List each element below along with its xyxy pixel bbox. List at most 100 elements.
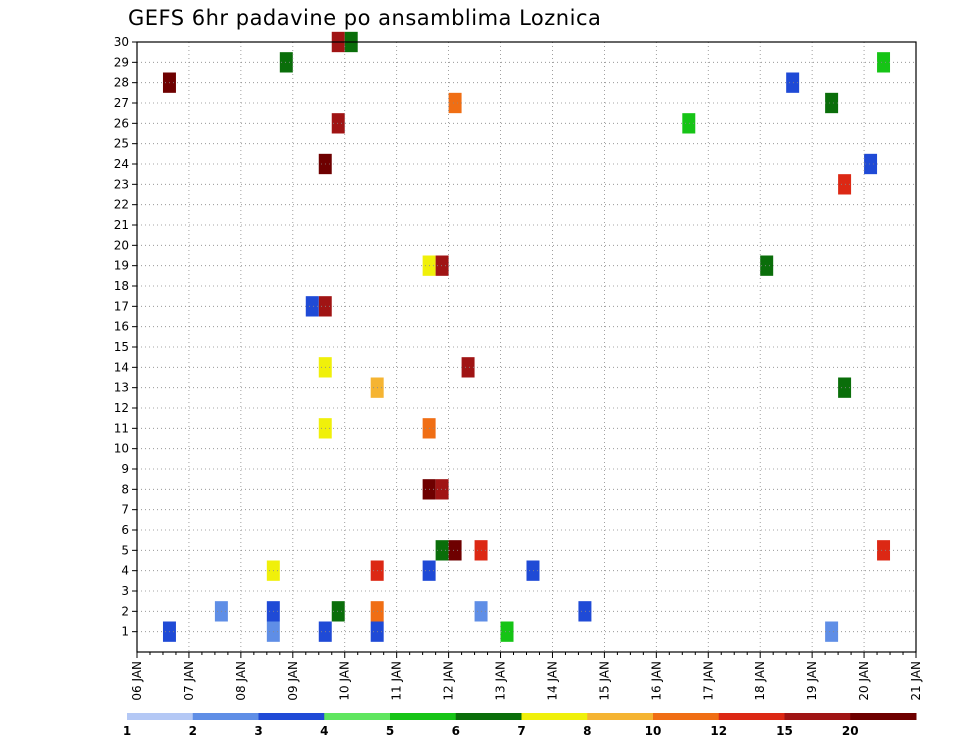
precip-cell (331, 113, 345, 134)
colorbar-label: 20 (842, 724, 859, 738)
x-tick-label: 10 JAN (338, 661, 352, 701)
y-tick-label: 25 (114, 137, 129, 151)
colorbar-label: 5 (386, 724, 394, 738)
colorbar-label: 2 (189, 724, 197, 738)
y-tick-label: 5 (121, 543, 129, 557)
x-tick-label: 17 JAN (701, 661, 715, 701)
precip-cell (877, 52, 891, 73)
colorbar-swatch (324, 713, 391, 720)
precip-cell (825, 92, 839, 114)
colorbar-label: 3 (254, 724, 262, 738)
precip-cell (877, 540, 891, 561)
x-tick-label: 21 JAN (909, 661, 923, 701)
colorbar-swatch (718, 713, 785, 720)
precip-cell (435, 540, 449, 561)
colorbar-label: 10 (645, 724, 662, 738)
x-tick-label: 11 JAN (390, 661, 404, 701)
x-tick-label: 18 JAN (753, 661, 767, 701)
y-tick-label: 21 (114, 218, 129, 232)
y-tick-label: 20 (114, 238, 129, 252)
precip-cell (500, 621, 514, 642)
precip-cell (448, 540, 462, 561)
x-tick-label: 08 JAN (234, 661, 248, 701)
y-tick-label: 27 (114, 96, 129, 110)
precip-cell (838, 174, 852, 195)
colorbar-swatch (455, 713, 522, 720)
colorbar-label: 12 (710, 724, 727, 738)
colorbar-label: 4 (320, 724, 328, 738)
heatmap-cells (162, 31, 891, 642)
y-tick-label: 8 (121, 482, 129, 496)
colorbar-swatch (850, 713, 917, 720)
y-tick-label: 24 (114, 157, 129, 171)
y-tick-label: 22 (114, 198, 129, 212)
precip-cell (838, 377, 852, 398)
precip-cell (682, 113, 696, 134)
precip-cell (331, 601, 345, 622)
precip-cell (279, 52, 293, 73)
y-tick-label: 12 (114, 401, 129, 415)
colorbar-swatch (192, 713, 259, 720)
colorbar-swatch (587, 713, 654, 720)
y-tick-label: 6 (121, 523, 129, 537)
y-tick-label: 30 (114, 35, 129, 49)
y-tick-label: 29 (114, 55, 129, 69)
colorbar-swatch (258, 713, 325, 720)
colorbar-swatch (784, 713, 851, 720)
y-tick-label: 19 (114, 259, 129, 273)
x-tick-label: 19 JAN (805, 661, 819, 701)
colorbar-swatch (521, 713, 588, 720)
precip-cell (578, 601, 592, 622)
colorbar-label: 15 (776, 724, 793, 738)
x-tick-label: 09 JAN (286, 661, 300, 701)
y-tick-label: 14 (114, 360, 129, 374)
y-tick-label: 15 (114, 340, 129, 354)
colorbar-label: 6 (452, 724, 460, 738)
y-tick-label: 16 (114, 320, 129, 334)
colorbar-label: 8 (583, 724, 591, 738)
y-tick-label: 10 (114, 442, 129, 456)
x-tick-label: 16 JAN (649, 661, 663, 701)
y-tick-label: 2 (121, 604, 129, 618)
colorbar-swatch (390, 713, 457, 720)
colorbar-swatch (127, 713, 194, 720)
x-tick-label: 20 JAN (857, 661, 871, 701)
x-tick-label: 06 JAN (130, 661, 144, 701)
precip-cell (760, 255, 774, 276)
precip-cell (526, 560, 540, 581)
y-tick-label: 13 (114, 381, 129, 395)
precip-cell (864, 153, 878, 175)
colorbar-swatch (653, 713, 720, 720)
precip-cell (448, 92, 462, 114)
colorbar-label: 7 (517, 724, 525, 738)
precip-cell (786, 72, 800, 93)
x-tick-label: 13 JAN (494, 661, 508, 701)
precip-cell (435, 479, 449, 500)
chart-title: GEFS 6hr padavine po ansamblima Loznica (128, 6, 602, 30)
x-tick-label: 07 JAN (182, 661, 196, 701)
x-tick-label: 12 JAN (442, 661, 456, 701)
y-tick-label: 9 (121, 462, 129, 476)
precip-cell (825, 621, 839, 642)
colorbar: 1 2 3 4 5 6 7 8 10 12 15 20 (123, 713, 917, 738)
x-axis-ticks: 06 JAN 07 JAN 08 JAN 09 JAN 10 JAN 11 JAN 12 J… (130, 652, 923, 701)
y-tick-label: 18 (114, 279, 129, 293)
y-tick-label: 23 (114, 177, 129, 191)
y-tick-label: 17 (114, 299, 129, 313)
y-tick-label: 28 (114, 76, 129, 90)
y-tick-label: 1 (121, 625, 129, 639)
y-tick-label: 7 (121, 503, 129, 517)
x-tick-label: 14 JAN (545, 661, 559, 701)
y-tick-label: 11 (114, 421, 129, 435)
y-tick-label: 4 (121, 564, 129, 578)
x-tick-label: 15 JAN (597, 661, 611, 701)
grid-lines (137, 41, 916, 652)
colorbar-label: 1 (123, 724, 131, 738)
y-tick-label: 26 (114, 116, 129, 130)
precip-cell (461, 357, 475, 378)
y-tick-label: 3 (121, 584, 129, 598)
precip-cell (305, 296, 319, 317)
y-axis-ticks: 1234567891011121314151617181920212223242… (114, 35, 137, 639)
precip-cell (435, 255, 449, 276)
